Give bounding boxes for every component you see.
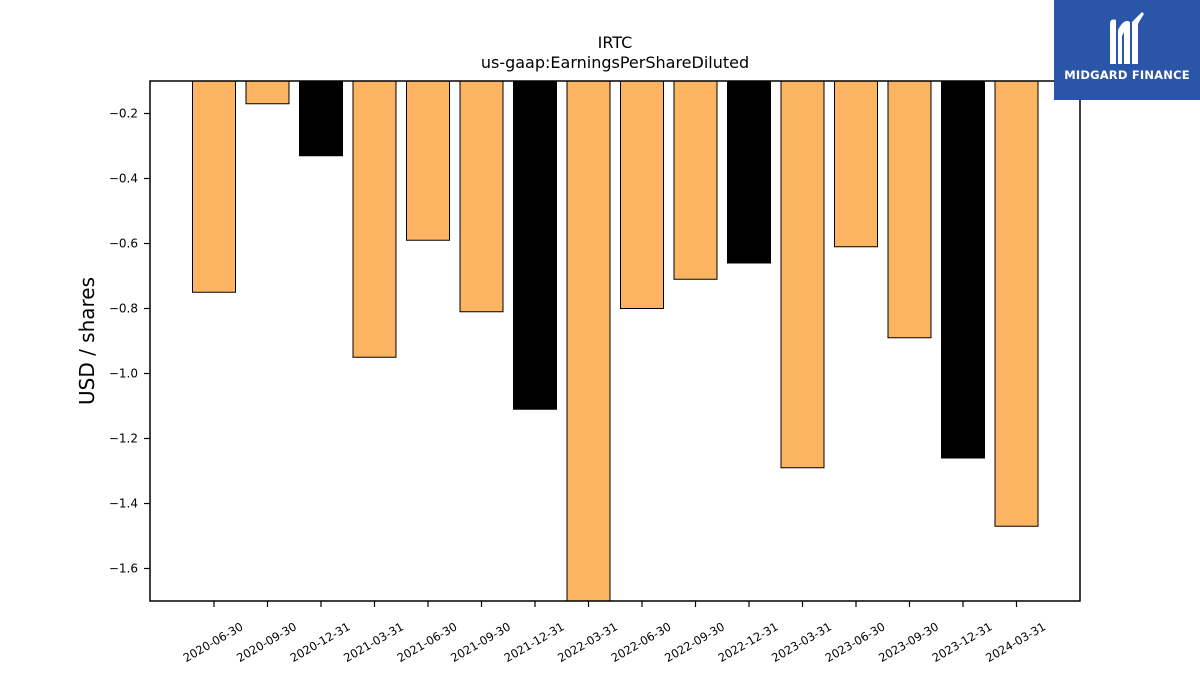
y-axis-label: USD / shares xyxy=(75,277,99,405)
bar-2022-09-30 xyxy=(673,80,718,280)
bar-2021-09-30 xyxy=(459,80,504,313)
x-tick-label: 2022-03-31 xyxy=(555,619,620,665)
logo-mark-icon xyxy=(1110,12,1144,64)
x-tick-label: 2020-09-30 xyxy=(234,619,299,665)
bar-2021-06-30 xyxy=(406,80,450,241)
x-tick-label: 2023-03-31 xyxy=(769,619,834,665)
plot-frame xyxy=(149,80,1081,602)
y-tick-label: −1.2 xyxy=(109,432,138,446)
chart-subtitle: us-gaap:EarningsPerShareDiluted xyxy=(481,53,749,72)
x-tick-label: 2022-09-30 xyxy=(662,619,727,665)
y-tick-label: −1.6 xyxy=(109,562,138,576)
bar-2022-12-31 xyxy=(727,80,771,264)
x-tick-label: 2020-12-31 xyxy=(288,619,353,665)
bar-2021-12-31 xyxy=(513,80,557,410)
x-tick-label: 2021-03-31 xyxy=(341,619,406,665)
x-tick-label: 2023-09-30 xyxy=(876,619,941,665)
y-tick-label: −1.4 xyxy=(109,497,138,511)
x-tick-label: 2023-06-30 xyxy=(823,619,888,665)
y-axis: −0.2 −0.4 −0.6 −0.8 −1.0 −1.2 −1.4 −1.6 xyxy=(109,107,150,576)
bar-2023-09-30 xyxy=(887,80,932,339)
y-tick-label: −1.0 xyxy=(109,367,138,381)
x-tick-label: 2021-12-31 xyxy=(502,619,567,665)
x-tick-label: 2024-03-31 xyxy=(983,619,1048,665)
y-tick-label: −0.4 xyxy=(109,172,138,186)
bar-2020-06-30 xyxy=(192,80,236,293)
bar-2020-09-30 xyxy=(245,80,290,105)
bars-layer xyxy=(192,80,1039,602)
x-tick-label: 2021-06-30 xyxy=(395,619,460,665)
y-tick-label: −0.6 xyxy=(109,237,138,251)
bar-2022-06-30 xyxy=(620,80,664,309)
x-tick-label: 2022-06-30 xyxy=(609,619,674,665)
chart-title: IRTC xyxy=(598,33,633,52)
bar-2024-03-31 xyxy=(994,80,1039,527)
bar-2022-03-31 xyxy=(566,80,611,602)
bar-2021-03-31 xyxy=(352,80,397,358)
bar-2023-03-31 xyxy=(780,80,825,469)
bar-2023-06-30 xyxy=(834,80,878,248)
x-tick-label: 2021-09-30 xyxy=(448,619,513,665)
x-tick-label: 2022-12-31 xyxy=(716,619,781,665)
x-tick-label: 2020-06-30 xyxy=(181,619,246,665)
y-tick-label: −0.8 xyxy=(109,302,138,316)
bar-2020-12-31 xyxy=(299,80,343,157)
bar-2023-12-31 xyxy=(941,80,985,459)
midgard-finance-logo: MIDGARD FINANCE xyxy=(1054,0,1200,100)
y-tick-label: −0.2 xyxy=(109,107,138,121)
logo-text: MIDGARD FINANCE xyxy=(1064,68,1190,82)
x-tick-label: 2023-12-31 xyxy=(930,619,995,665)
x-axis: 2020-06-302020-09-302020-12-312021-03-31… xyxy=(181,601,1048,665)
